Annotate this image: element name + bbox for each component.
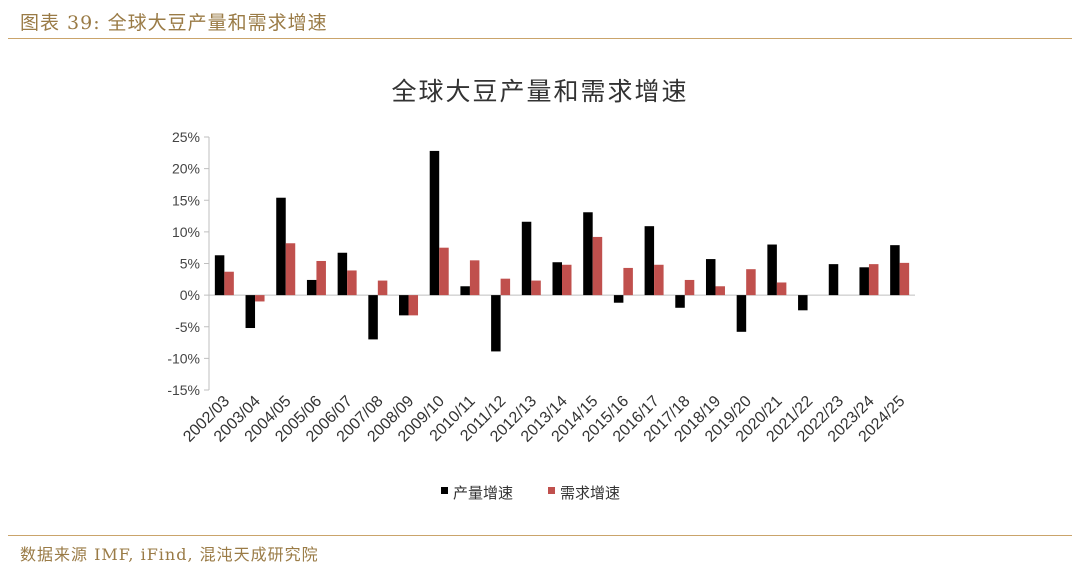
production-bar [552, 262, 562, 296]
production-bar [736, 295, 747, 332]
production-bar [368, 295, 378, 340]
demand-bar [715, 286, 725, 296]
bottom-divider [8, 535, 1072, 536]
production-bar [214, 255, 225, 296]
production-bar [644, 226, 655, 296]
demand-bar [347, 270, 357, 296]
production-bar [798, 295, 808, 311]
production-bar [859, 267, 869, 296]
demand-bar [408, 295, 419, 316]
production-bar [890, 245, 900, 296]
demand-bar [899, 262, 910, 296]
production-bar [705, 259, 716, 296]
demand-bar [500, 278, 511, 296]
demand-bar [439, 247, 449, 296]
y-tick-label: 0% [180, 287, 200, 303]
production-bar [828, 264, 839, 296]
y-tick-label: -5% [175, 319, 200, 335]
demand-bar [377, 280, 388, 296]
y-tick-label: 5% [180, 256, 200, 272]
legend: 产量增速 需求增速 [441, 484, 620, 502]
demand-legend-swatch [548, 487, 555, 494]
production-bar [675, 295, 685, 308]
production-bar [460, 286, 470, 296]
demand-bar [224, 271, 234, 296]
source-note: 数据来源 IMF, iFind, 混沌天成研究院 [20, 545, 319, 564]
demand-bar [562, 264, 572, 296]
demand-bar [469, 260, 480, 296]
y-tick-label: 20% [172, 161, 200, 177]
demand-bar [746, 269, 756, 296]
chart-title: 全球大豆产量和需求增速 [391, 77, 688, 106]
production-bar [767, 244, 777, 296]
demand-bar [776, 282, 787, 296]
demand-bar [623, 267, 633, 296]
demand-bar [684, 279, 695, 296]
demand-bar [531, 280, 541, 296]
production-bar [245, 295, 256, 329]
production-legend-swatch [441, 487, 448, 494]
production-legend-label: 产量增速 [453, 484, 513, 502]
demand-bar [255, 295, 265, 302]
production-bar [491, 295, 501, 352]
y-tick-label: 15% [172, 192, 200, 208]
demand-bar [654, 264, 664, 296]
production-bar [276, 197, 286, 296]
production-bar [583, 212, 593, 296]
y-tick-label: -15% [167, 382, 200, 398]
demand-bar [592, 236, 603, 296]
production-bar [613, 295, 624, 303]
demand-legend-label: 需求增速 [560, 484, 620, 502]
y-tick-label: -10% [167, 350, 200, 366]
top-divider [8, 38, 1072, 39]
demand-bar [868, 264, 879, 296]
production-bar [399, 295, 409, 316]
production-bar [306, 279, 317, 296]
bar-chart: 全球大豆产量和需求增速 25%20%15%10%5%0%-5%-10%-15%2… [167, 77, 915, 502]
figure-caption: 图表 39: 全球大豆产量和需求增速 [20, 12, 328, 34]
plot-area: 25%20%15%10%5%0%-5%-10%-15%2002/032003/0… [167, 129, 915, 446]
production-bar [429, 150, 440, 296]
demand-bar [285, 243, 296, 296]
production-bar [337, 252, 348, 296]
production-bar [521, 221, 532, 296]
y-tick-label: 10% [172, 224, 200, 240]
y-tick-label: 25% [172, 129, 200, 145]
demand-bar [316, 260, 326, 296]
